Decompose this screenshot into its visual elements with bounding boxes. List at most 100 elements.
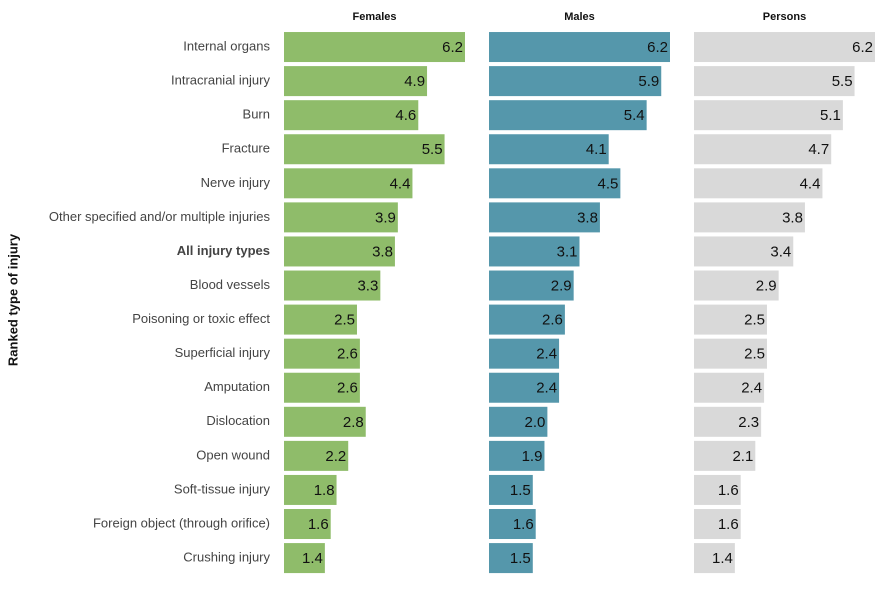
bar [694, 440, 756, 471]
bar [489, 100, 647, 131]
category-label: Crushing injury [183, 550, 270, 565]
value-label: 3.9 [375, 209, 396, 226]
bar [284, 372, 360, 403]
category-label: Poisoning or toxic effect [132, 311, 270, 326]
category-label: Open wound [196, 447, 270, 462]
value-label: 5.1 [820, 107, 841, 124]
value-label: 2.6 [337, 380, 358, 397]
bar [694, 100, 843, 131]
value-label: 2.8 [343, 414, 364, 431]
bar [694, 202, 805, 233]
value-label: 1.5 [510, 550, 531, 567]
category-label: Blood vessels [190, 277, 271, 292]
value-label: 2.0 [525, 414, 546, 431]
value-label: 2.5 [744, 312, 765, 329]
value-label: 5.9 [638, 73, 659, 90]
value-label: 2.4 [536, 380, 557, 397]
bar [694, 406, 762, 437]
value-label: 1.4 [712, 550, 733, 567]
value-label: 2.3 [738, 414, 759, 431]
value-label: 6.2 [442, 39, 463, 56]
value-label: 4.1 [586, 141, 607, 158]
bar [489, 543, 533, 574]
category-label: Burn [243, 107, 270, 122]
value-label: 5.4 [624, 107, 645, 124]
bar [694, 168, 823, 199]
category-label: Intracranial injury [171, 73, 270, 88]
category-label: Foreign object (through orifice) [93, 515, 270, 530]
value-label: 1.9 [522, 448, 543, 465]
bar [489, 168, 621, 199]
value-label: 6.2 [852, 39, 873, 56]
value-label: 3.4 [770, 243, 791, 260]
value-label: 1.6 [513, 516, 534, 533]
value-label: 5.5 [422, 141, 443, 158]
bar [489, 236, 580, 267]
value-label: 2.4 [741, 380, 762, 397]
bar [284, 66, 428, 97]
bar [694, 474, 741, 505]
bar [284, 236, 395, 267]
value-label: 1.8 [314, 482, 335, 499]
value-label: 3.1 [557, 243, 578, 260]
value-label: 2.6 [542, 312, 563, 329]
value-label: 2.5 [334, 312, 355, 329]
bar [284, 134, 445, 165]
bar [489, 202, 600, 233]
y-axis-title: Ranked type of injury [5, 233, 20, 366]
value-label: 4.7 [808, 141, 829, 158]
bar [284, 509, 331, 540]
bar [489, 372, 560, 403]
bar [694, 372, 765, 403]
value-label: 1.6 [718, 516, 739, 533]
category-label: Amputation [204, 379, 270, 394]
value-label: 4.4 [390, 175, 411, 192]
bar [284, 168, 413, 199]
bar [694, 270, 779, 301]
bar [489, 406, 548, 437]
value-label: 5.5 [832, 73, 853, 90]
value-label: 4.9 [404, 73, 425, 90]
value-label: 3.8 [372, 243, 393, 260]
panel-title: Males [564, 11, 595, 23]
bar [489, 270, 574, 301]
value-label: 3.3 [357, 277, 378, 294]
bar [284, 304, 357, 335]
bar [284, 406, 366, 437]
bar [694, 32, 875, 63]
bar [489, 474, 533, 505]
panel-title: Persons [763, 11, 806, 23]
value-label: 4.6 [395, 107, 416, 124]
bar [489, 338, 560, 369]
bar [489, 66, 662, 97]
value-label: 1.6 [308, 516, 329, 533]
bar [284, 270, 381, 301]
value-label: 1.4 [302, 550, 323, 567]
value-label: 4.4 [800, 175, 821, 192]
value-label: 3.8 [577, 209, 598, 226]
bar [489, 32, 670, 63]
bar [694, 338, 767, 369]
bar [284, 338, 360, 369]
bar [489, 134, 609, 165]
bar [489, 440, 545, 471]
value-label: 2.9 [551, 277, 572, 294]
panel-title: Females [352, 11, 396, 23]
category-label: Soft-tissue injury [174, 481, 271, 496]
value-label: 1.5 [510, 482, 531, 499]
bar [694, 543, 735, 574]
bar [284, 474, 337, 505]
bar [694, 134, 832, 165]
value-label: 2.6 [337, 346, 358, 363]
value-label: 2.5 [744, 346, 765, 363]
bar [284, 202, 398, 233]
bar [694, 66, 855, 97]
category-label: All injury types [177, 243, 270, 258]
category-label: Dislocation [206, 413, 270, 428]
category-label: Internal organs [183, 38, 270, 53]
bar [284, 32, 465, 63]
bar [284, 100, 419, 131]
value-label: 1.6 [718, 482, 739, 499]
category-label: Nerve injury [201, 175, 271, 190]
bar [694, 236, 794, 267]
